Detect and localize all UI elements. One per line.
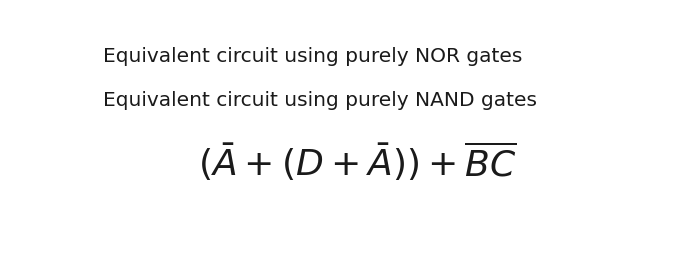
- Text: Equivalent circuit using purely NOR gates: Equivalent circuit using purely NOR gate…: [103, 47, 523, 66]
- Text: Equivalent circuit using purely NAND gates: Equivalent circuit using purely NAND gat…: [103, 91, 537, 110]
- Text: $(\bar{A} + (D + \bar{A})) + \overline{BC}$: $(\bar{A} + (D + \bar{A})) + \overline{B…: [198, 140, 517, 183]
